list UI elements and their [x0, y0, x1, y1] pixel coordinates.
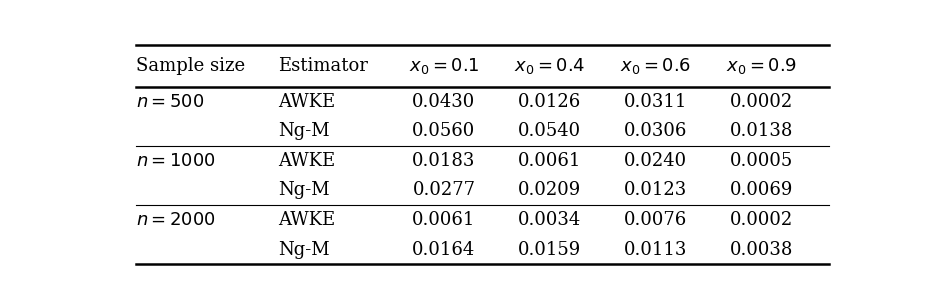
Text: 0.0113: 0.0113 — [624, 241, 687, 259]
Text: AWKE: AWKE — [279, 152, 335, 170]
Text: Ng-M: Ng-M — [279, 122, 329, 140]
Text: 0.0183: 0.0183 — [412, 152, 475, 170]
Text: 0.0164: 0.0164 — [412, 241, 475, 259]
Text: 0.0002: 0.0002 — [729, 93, 793, 111]
Text: Estimator: Estimator — [279, 57, 368, 75]
Text: $x_0 = 0.1$: $x_0 = 0.1$ — [408, 56, 479, 76]
Text: 0.0159: 0.0159 — [518, 241, 582, 259]
Text: AWKE: AWKE — [279, 211, 335, 229]
Text: 0.0209: 0.0209 — [518, 181, 582, 200]
Text: 0.0560: 0.0560 — [412, 122, 475, 140]
Text: $x_0 = 0.9$: $x_0 = 0.9$ — [726, 56, 797, 76]
Text: 0.0126: 0.0126 — [518, 93, 582, 111]
Text: $n = 1000$: $n = 1000$ — [136, 152, 215, 170]
Text: 0.0306: 0.0306 — [624, 122, 687, 140]
Text: 0.0061: 0.0061 — [412, 211, 475, 229]
Text: 0.0240: 0.0240 — [624, 152, 687, 170]
Text: 0.0061: 0.0061 — [518, 152, 582, 170]
Text: 0.0038: 0.0038 — [729, 241, 793, 259]
Text: Sample size: Sample size — [136, 57, 245, 75]
Text: 0.0034: 0.0034 — [518, 211, 582, 229]
Text: Ng-M: Ng-M — [279, 241, 329, 259]
Text: 0.0277: 0.0277 — [412, 181, 475, 200]
Text: 0.0069: 0.0069 — [729, 181, 793, 200]
Text: $n = 2000$: $n = 2000$ — [136, 211, 215, 229]
Text: $x_0 = 0.6$: $x_0 = 0.6$ — [620, 56, 691, 76]
Text: 0.0005: 0.0005 — [729, 152, 793, 170]
Text: 0.0123: 0.0123 — [624, 181, 687, 200]
Text: 0.0311: 0.0311 — [624, 93, 687, 111]
Text: 0.0430: 0.0430 — [412, 93, 475, 111]
Text: 0.0540: 0.0540 — [518, 122, 582, 140]
Text: 0.0138: 0.0138 — [729, 122, 793, 140]
Text: 0.0076: 0.0076 — [624, 211, 687, 229]
Text: Ng-M: Ng-M — [279, 181, 329, 200]
Text: AWKE: AWKE — [279, 93, 335, 111]
Text: $n = 500$: $n = 500$ — [136, 93, 204, 111]
Text: 0.0002: 0.0002 — [729, 211, 793, 229]
Text: $x_0 = 0.4$: $x_0 = 0.4$ — [514, 56, 585, 76]
